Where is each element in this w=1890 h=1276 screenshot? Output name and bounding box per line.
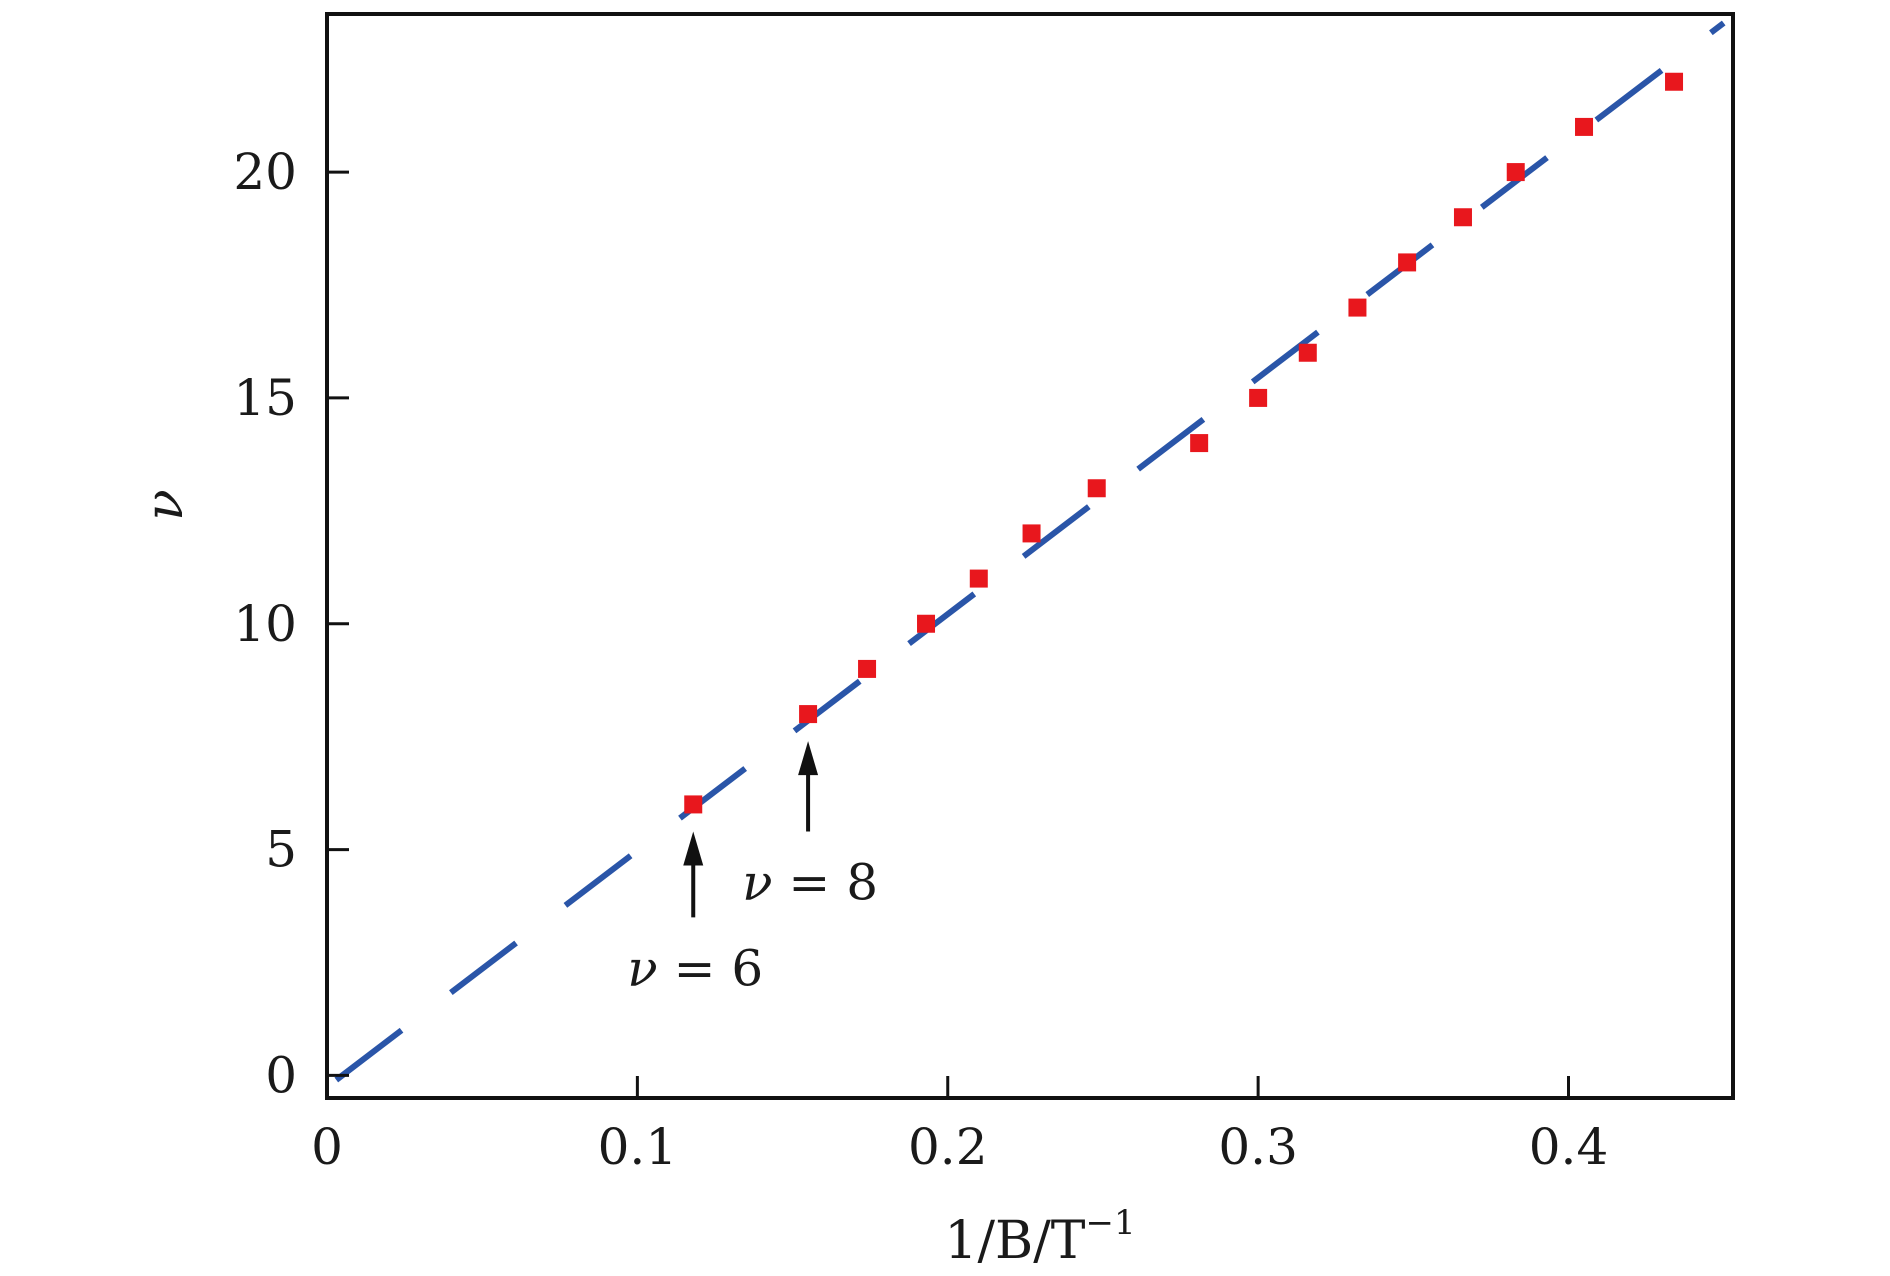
data-point <box>684 795 703 814</box>
x-axis-label-text: 1/B/T <box>944 1211 1085 1271</box>
data-point <box>1190 434 1209 453</box>
x-tick-label: 0.4 <box>1529 1118 1609 1176</box>
fit-line <box>334 20 1726 1083</box>
data-point <box>1506 163 1525 182</box>
annotation-label-symbol: ν <box>627 939 657 997</box>
data-point <box>917 614 936 633</box>
x-tick-label: 0 <box>311 1118 343 1176</box>
y-tick-label: 10 <box>233 595 297 653</box>
axis-ticks <box>325 170 1571 1098</box>
data-point <box>1298 343 1317 362</box>
annotation-label-value: = 8 <box>773 854 879 912</box>
annotation-arrow-head <box>683 831 704 866</box>
plot-frame <box>325 12 1735 1100</box>
axis-tick-labels: 0 0.1 0.2 0.3 0.4 0 5 10 15 20 <box>233 143 1608 1176</box>
data-points <box>684 72 1684 814</box>
fit-line-path <box>334 20 1726 1083</box>
y-tick-label: 20 <box>233 143 297 201</box>
data-point <box>969 569 988 588</box>
data-point <box>1665 72 1684 91</box>
annotation-label: ν = 8 <box>742 854 878 912</box>
data-point <box>1348 298 1367 317</box>
y-axis-label: ν <box>135 489 195 521</box>
data-point <box>1575 117 1594 136</box>
annotations: ν = 6ν = 8 <box>627 741 878 997</box>
data-point <box>858 659 877 678</box>
data-point <box>1022 524 1041 543</box>
x-axis-label: 1/B/T−1 <box>944 1203 1135 1271</box>
data-point <box>1398 253 1417 272</box>
data-point <box>1249 388 1268 407</box>
annotation-label: ν = 6 <box>627 939 763 997</box>
annotation-arrow-head <box>798 741 819 776</box>
x-tick-label: 0.3 <box>1218 1118 1298 1176</box>
data-point <box>1453 208 1472 227</box>
y-tick-label: 0 <box>265 1046 297 1104</box>
y-tick-label: 5 <box>265 821 297 879</box>
x-axis-label-exponent: −1 <box>1085 1203 1135 1243</box>
annotation-label-symbol: ν <box>742 854 772 912</box>
y-tick-label: 15 <box>233 369 297 427</box>
data-point <box>1087 479 1106 498</box>
x-tick-label: 0.2 <box>908 1118 988 1176</box>
data-point <box>799 705 818 724</box>
x-tick-label: 0.1 <box>598 1118 678 1176</box>
annotation-label-value: = 6 <box>658 939 764 997</box>
